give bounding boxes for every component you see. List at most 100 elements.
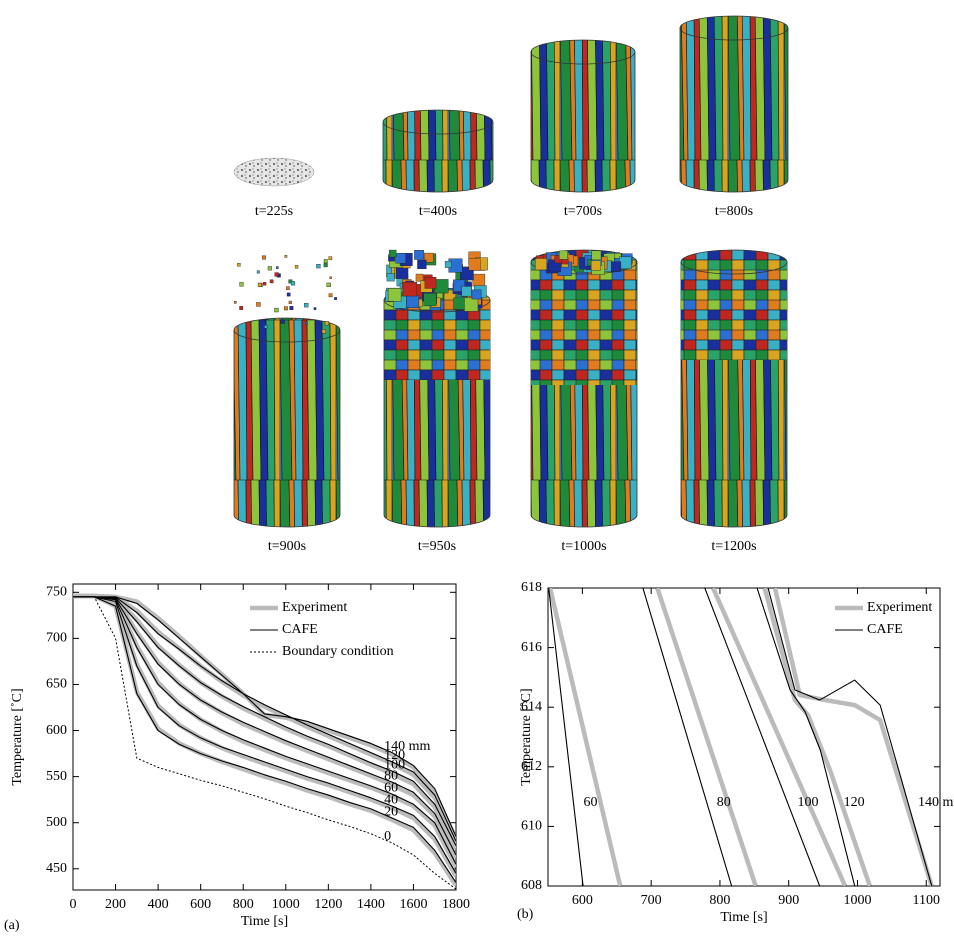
- grain: [233, 301, 237, 304]
- grain: [471, 289, 482, 300]
- series-line: [762, 588, 872, 886]
- y-tick-label: 612: [521, 759, 542, 774]
- grain: [257, 282, 263, 288]
- grain: [274, 307, 279, 313]
- x-tick-label: 1000: [843, 893, 871, 908]
- grain: [388, 249, 397, 258]
- series-line: [73, 596, 456, 837]
- grain: [328, 256, 333, 261]
- grain: [290, 281, 296, 286]
- grain: [535, 258, 547, 271]
- snapshot-caption: t=1000s: [561, 539, 606, 554]
- legend-label: CAFE: [282, 622, 318, 637]
- grain: [395, 253, 406, 264]
- series-line: [73, 596, 456, 842]
- charts: 0 200 400 600 800 1000 1200 1400 1600 18004505005…: [4, 580, 954, 933]
- grain: [274, 272, 279, 277]
- legend-label: Experiment: [282, 600, 347, 615]
- grain: [406, 295, 420, 308]
- ingot-top: [680, 249, 788, 275]
- x-axis-label: Time [s]: [241, 914, 288, 929]
- x-tick-label: 800: [709, 893, 730, 908]
- series-line: [642, 588, 733, 886]
- x-tick-label: 1000: [272, 897, 300, 912]
- y-tick-label: 500: [46, 815, 67, 830]
- y-tick-label: 610: [521, 819, 542, 834]
- grain: [283, 306, 288, 311]
- legend-label: Boundary condition: [282, 644, 394, 659]
- x-axis-label: Time [s]: [720, 910, 767, 925]
- grain: [329, 276, 332, 279]
- x-tick-label: 1400: [357, 897, 385, 912]
- y-axis-label: Temperature [˚C]: [10, 688, 25, 785]
- y-axis-label: Temperature [˚C]: [519, 688, 534, 785]
- x-tick-label: 900: [778, 893, 799, 908]
- grain: [239, 282, 244, 287]
- grain: [334, 297, 337, 300]
- equiaxed-zone: [531, 262, 637, 385]
- snapshot-caption: t=1200s: [711, 539, 756, 554]
- grain: [321, 329, 327, 334]
- y-tick-label: 450: [46, 861, 67, 876]
- grain: [256, 302, 261, 307]
- grain: [395, 266, 409, 279]
- series-line: [73, 596, 456, 856]
- grain: [262, 255, 266, 260]
- snapshot-caption: t=900s: [268, 539, 306, 554]
- grain: [305, 321, 308, 325]
- grain: [256, 270, 260, 274]
- grain: [461, 286, 472, 297]
- grain: [328, 293, 333, 298]
- grain: [288, 300, 292, 304]
- grain: [284, 255, 288, 258]
- grain: [289, 306, 294, 311]
- x-tick-label: 700: [641, 893, 662, 908]
- snapshots: t=225s t=400s t=700s t=800s t=900s t=950s t=10…: [233, 15, 789, 554]
- grain: [313, 307, 317, 310]
- grain: [280, 319, 285, 324]
- curve-label: 120: [384, 748, 405, 763]
- grain: [434, 279, 449, 294]
- grain: [402, 281, 418, 297]
- grain: [424, 277, 437, 289]
- y-tick-label: 618: [521, 580, 542, 595]
- grain: [239, 306, 244, 310]
- y-tick-label: 616: [521, 640, 542, 655]
- snapshot-caption: t=225s: [255, 204, 293, 219]
- grain: [591, 250, 602, 261]
- series-line: [655, 588, 758, 886]
- series-line: [73, 593, 456, 878]
- series-line: [73, 596, 456, 890]
- y-tick-label: 650: [46, 677, 67, 692]
- grain: [264, 325, 268, 329]
- plot-area: [548, 588, 934, 886]
- x-tick-label: 0: [70, 897, 77, 912]
- series-line: [73, 593, 456, 868]
- grain: [387, 288, 402, 302]
- equiaxed-zone: [681, 262, 787, 360]
- curve-label: 140 mm: [918, 795, 954, 810]
- grain: [386, 273, 395, 282]
- series-line: [704, 588, 821, 886]
- ingot-top: [530, 39, 636, 65]
- curve-label: 60: [384, 780, 398, 795]
- grain: [415, 273, 424, 282]
- x-tick-label: 1100: [913, 893, 940, 908]
- grain: [237, 263, 241, 267]
- legend-label: CAFE: [867, 622, 903, 637]
- grain: [464, 297, 479, 312]
- series-line: [767, 588, 933, 886]
- y-tick-label: 600: [46, 723, 67, 738]
- x-tick-label: 1800: [442, 897, 470, 912]
- plot-area: [73, 593, 456, 890]
- grain: [472, 273, 486, 287]
- x-tick-label: 600: [572, 893, 593, 908]
- grain: [417, 259, 427, 270]
- grain: [263, 282, 267, 286]
- x-tick-label: 400: [148, 897, 169, 912]
- grain: [424, 252, 434, 263]
- panel-label: (b): [517, 907, 534, 922]
- x-tick-label: 200: [105, 897, 126, 912]
